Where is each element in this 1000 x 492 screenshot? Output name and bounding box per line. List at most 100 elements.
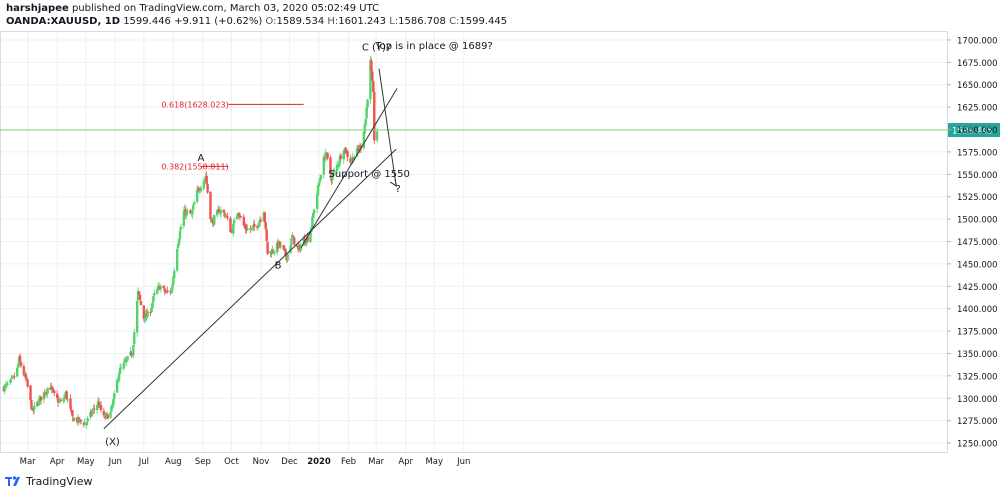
chart-annotation: ? <box>395 184 400 195</box>
y-tick-label: 1650.000 <box>957 81 998 91</box>
candle-up <box>332 172 335 176</box>
candle-down <box>52 389 55 392</box>
candle-down <box>55 393 59 399</box>
candle-up <box>132 345 135 356</box>
candle-down <box>166 290 169 292</box>
candle-up <box>366 99 369 108</box>
candle-up <box>126 356 129 361</box>
candle-up <box>199 188 203 191</box>
brand-name: TradingView <box>26 474 93 488</box>
candle-up <box>192 204 195 210</box>
candle-up <box>219 210 223 214</box>
candle-down <box>356 148 360 150</box>
candle-up <box>171 284 174 290</box>
chart-annotation: A <box>198 153 205 164</box>
candle-up <box>336 164 340 166</box>
candle-up <box>257 222 261 228</box>
candle-down <box>79 420 83 422</box>
candle-up <box>365 107 368 119</box>
candle-up <box>279 245 283 247</box>
candle-up <box>331 174 334 181</box>
y-tick-label: 1375.000 <box>957 328 998 338</box>
publish-line: harshjapee published on TradingView.com,… <box>6 3 379 14</box>
candle-up <box>119 367 123 369</box>
candle-down <box>139 300 143 306</box>
candle-up <box>338 155 342 164</box>
candle-up <box>156 286 160 291</box>
candle-down <box>206 183 209 193</box>
candle-down <box>242 216 246 226</box>
candle-up <box>195 189 199 203</box>
candle-down <box>326 152 329 159</box>
candle-up <box>123 361 126 364</box>
candle-up <box>105 413 108 415</box>
candle-up <box>144 313 147 321</box>
x-tick-label: May <box>425 457 443 467</box>
candle-down <box>243 224 246 228</box>
x-tick-label: Sep <box>195 457 211 467</box>
candle-up <box>117 373 121 381</box>
candle-down <box>244 226 247 230</box>
candle-down <box>226 216 229 219</box>
chart-annotation: (X) <box>105 437 120 448</box>
candle-down <box>357 148 361 150</box>
y-tick-label: 1550.000 <box>957 171 998 181</box>
candle-up <box>316 185 320 195</box>
candle-up <box>319 175 323 180</box>
candle-down <box>24 373 27 379</box>
candle-up <box>369 59 372 100</box>
x-tick-label: 2020 <box>307 457 331 467</box>
candle-up <box>273 251 276 254</box>
candle-down <box>30 399 33 410</box>
candle-down <box>284 249 287 256</box>
candle-down <box>164 292 167 294</box>
published-text: published on TradingView.com, March 03, … <box>71 3 380 14</box>
y-tick-label: 1700.000 <box>957 36 998 46</box>
open-label: O: <box>265 16 277 27</box>
x-tick-label: May <box>77 457 95 467</box>
long-support-trendline <box>103 148 397 430</box>
candle-down <box>306 236 309 242</box>
candle-up <box>375 131 379 141</box>
candle-up <box>46 387 49 394</box>
x-tick-label: Dec <box>281 457 298 467</box>
candle-down <box>102 410 106 416</box>
author-name[interactable]: harshjapee <box>6 3 69 14</box>
candle-down <box>149 311 152 313</box>
candle-up <box>250 228 253 230</box>
candle-up <box>176 243 180 248</box>
candle-up <box>152 296 155 303</box>
candle-up <box>85 422 88 426</box>
close-label: C: <box>449 16 460 27</box>
candle-up <box>311 216 314 229</box>
candle-down <box>130 352 133 356</box>
candle-up <box>153 292 156 296</box>
candle-up <box>3 385 7 392</box>
candle-down <box>197 189 201 191</box>
candle-down <box>25 378 28 380</box>
candle-down <box>282 245 286 250</box>
candle-down <box>163 288 166 292</box>
candle-up <box>355 148 359 156</box>
candle-up <box>315 193 319 209</box>
y-tick-label: 1325.000 <box>957 372 998 382</box>
candle-down <box>265 229 268 241</box>
brand-footer[interactable]: TradingView <box>4 472 92 490</box>
candle-up <box>95 405 99 411</box>
candle-down <box>346 151 349 158</box>
candle-up <box>170 290 173 294</box>
x-tick-label: Jun <box>108 457 122 467</box>
candle-up <box>309 232 312 243</box>
x-tick-label: Apr <box>50 457 65 467</box>
y-tick-label: 1300.000 <box>957 395 998 405</box>
candle-up <box>173 270 176 278</box>
candle-down <box>278 241 282 247</box>
candle-up <box>33 405 36 410</box>
candle-up <box>224 214 227 216</box>
last-price-label: 1599.445 <box>952 127 993 137</box>
candle-up <box>324 152 327 160</box>
candle-up <box>318 178 322 183</box>
candle-up <box>191 209 194 215</box>
candle-down <box>29 385 32 400</box>
